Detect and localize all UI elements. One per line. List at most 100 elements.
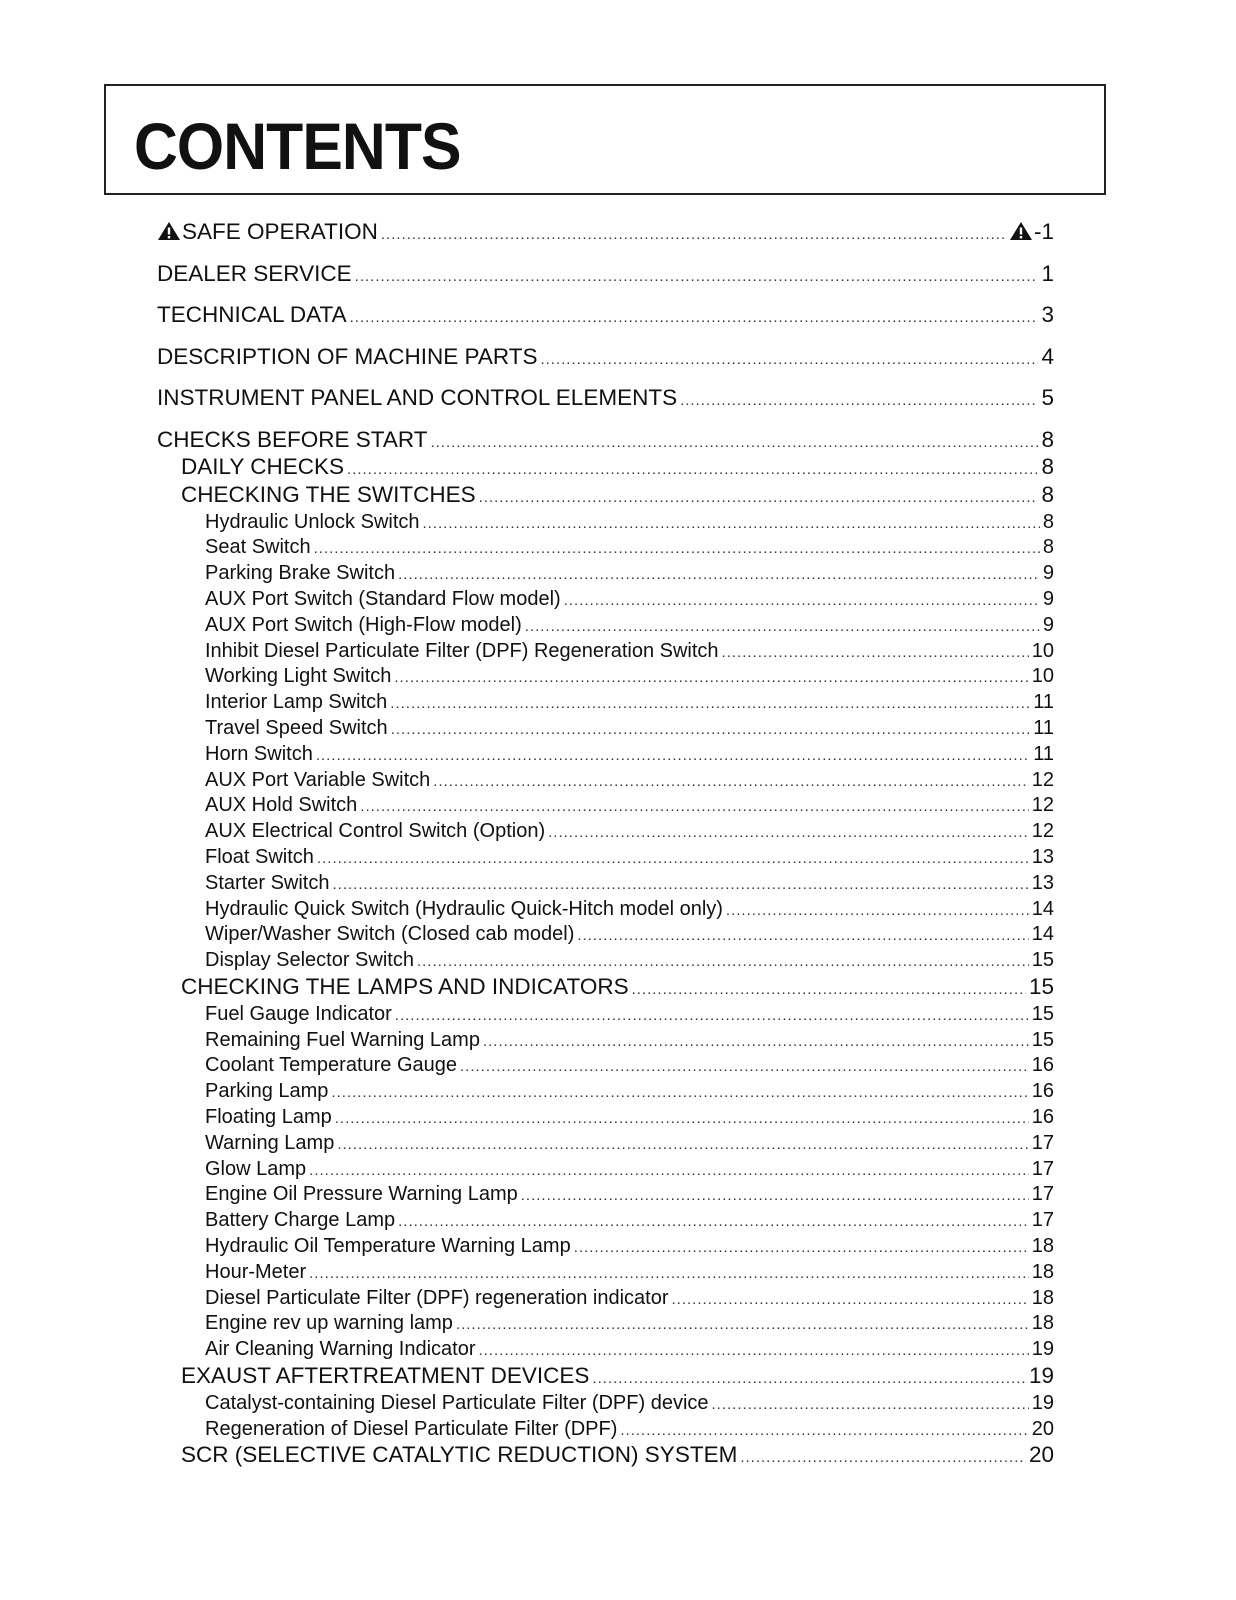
toc-page-number: 11 — [1033, 717, 1054, 739]
toc-entry[interactable]: AUX Port Switch (High-Flow model) 9 — [205, 610, 1054, 640]
toc-entry[interactable]: Coolant Temperature Gauge 16 — [205, 1050, 1054, 1080]
toc-entry[interactable]: Hour-Meter 18 — [205, 1257, 1054, 1287]
toc-entry[interactable]: Warning Lamp 17 — [205, 1128, 1054, 1158]
toc-entry[interactable]: DESCRIPTION OF MACHINE PARTS 4 — [157, 342, 1054, 372]
toc-entry-text: Hydraulic Oil Temperature Warning Lamp — [205, 1235, 571, 1257]
toc-entry[interactable]: Working Light Switch 10 — [205, 661, 1054, 691]
toc-entry-label: Coolant Temperature Gauge — [205, 1050, 457, 1080]
toc-entry[interactable]: Battery Charge Lamp 17 — [205, 1205, 1054, 1235]
toc-entry-text: Wiper/Washer Switch (Closed cab model) — [205, 923, 575, 946]
dot-leader — [381, 220, 1006, 250]
toc-entry[interactable]: Wiper/Washer Switch (Closed cab model) 14 — [205, 919, 1054, 949]
toc-entry[interactable]: AUX Port Variable Switch 12 — [205, 765, 1054, 795]
toc-entry-text: AUX Electrical Control Switch (Option) — [205, 820, 546, 843]
toc-entry-label: AUX Hold Switch — [205, 790, 357, 820]
toc-entry[interactable]: Engine Oil Pressure Warning Lamp 17 — [205, 1179, 1054, 1209]
toc-entry[interactable]: DAILY CHECKS 8 — [181, 452, 1054, 482]
toc-entry-label: Glow Lamp — [205, 1154, 306, 1184]
toc-page-number: 1 — [1041, 260, 1054, 286]
toc-entry[interactable]: Float Switch 13 — [205, 842, 1054, 872]
dot-leader — [740, 1443, 1026, 1473]
toc-page-number: 16 — [1031, 1106, 1054, 1128]
toc-entry-label: DAILY CHECKS — [181, 452, 344, 482]
toc-entry-text: Coolant Temperature Gauge — [205, 1054, 458, 1077]
toc-entry-text: Display Selector Switch — [205, 949, 414, 972]
toc-page-number: 12 — [1031, 768, 1054, 791]
title-box: CONTENTS — [104, 84, 1106, 195]
toc-entry[interactable]: DEALER SERVICE 1 — [157, 259, 1054, 289]
toc-entry-text: AUX Port Variable Switch — [205, 768, 431, 791]
toc-entry[interactable]: Regeneration of Diesel Particulate Filte… — [205, 1414, 1054, 1444]
toc-entry-label: TECHNICAL DATA — [157, 300, 347, 330]
toc-entry-text: Interior Lamp Switch — [205, 691, 388, 714]
dot-leader — [350, 303, 1039, 333]
toc-entry-label: AUX Port Switch (High-Flow model) — [205, 610, 522, 640]
toc-entry-label: Diesel Particulate Filter (DPF) regenera… — [205, 1283, 669, 1313]
toc-entry-text: Working Light Switch — [205, 665, 392, 688]
toc-entry-label: Parking Brake Switch — [205, 558, 395, 588]
toc-entry[interactable]: Floating Lamp 16 — [205, 1102, 1054, 1132]
toc-page-number: 19 — [1031, 1338, 1054, 1361]
toc-entry[interactable]: Inhibit Diesel Particulate Filter (DPF) … — [205, 636, 1054, 666]
toc-entry[interactable]: AUX Electrical Control Switch (Option) 12 — [205, 816, 1054, 846]
toc-entry[interactable]: Glow Lamp 17 — [205, 1154, 1054, 1184]
toc-entry-text: Engine rev up warning lamp — [205, 1312, 453, 1335]
toc-page-number: -1 — [1009, 217, 1054, 247]
toc-entry[interactable]: AUX Port Switch (Standard Flow model) 9 — [205, 584, 1054, 614]
toc-entry[interactable]: CHECKING THE SWITCHES 8 — [181, 480, 1054, 510]
toc-entry[interactable]: CHECKS BEFORE START 8 — [157, 425, 1054, 455]
toc-entry[interactable]: Engine rev up warning lamp 18 — [205, 1308, 1054, 1338]
toc-entry-label: SCR (SELECTIVE CATALYTIC REDUCTION) SYST… — [181, 1440, 737, 1470]
toc-page-number: 18 — [1031, 1312, 1054, 1335]
toc-entry[interactable]: TECHNICAL DATA 3 — [157, 300, 1054, 330]
toc-entry[interactable]: EXAUST AFTERTREATMENT DEVICES 19 — [181, 1361, 1054, 1391]
toc-entry-label: DEALER SERVICE — [157, 259, 352, 289]
toc-entry[interactable]: INSTRUMENT PANEL AND CONTROL ELEMENTS 5 — [157, 383, 1054, 413]
toc-entry-label: Display Selector Switch — [205, 945, 414, 975]
toc-entry[interactable]: Catalyst-containing Diesel Particulate F… — [205, 1388, 1054, 1418]
toc-entry[interactable]: Diesel Particulate Filter (DPF) regenera… — [205, 1283, 1054, 1313]
toc-entry[interactable]: Display Selector Switch 15 — [205, 945, 1054, 975]
toc-entry[interactable]: SAFE OPERATION -1 — [157, 217, 1054, 247]
toc-entry[interactable]: Fuel Gauge Indicator 15 — [205, 999, 1054, 1029]
toc-page-number: 12 — [1031, 820, 1054, 843]
toc-page-number: 8 — [1042, 510, 1054, 533]
toc-entry[interactable]: CHECKING THE LAMPS AND INDICATORS 15 — [181, 972, 1054, 1002]
toc-entry[interactable]: Travel Speed Switch 11 — [205, 713, 1054, 743]
toc-page-number: 13 — [1031, 846, 1054, 868]
toc-entry-label: Parking Lamp — [205, 1076, 328, 1106]
toc-entry-label: DESCRIPTION OF MACHINE PARTS — [157, 342, 537, 372]
toc-page-number: 19 — [1031, 1391, 1054, 1414]
toc-entry-label: EXAUST AFTERTREATMENT DEVICES — [181, 1361, 589, 1391]
toc-entry[interactable]: Hydraulic Unlock Switch 8 — [205, 507, 1054, 537]
toc-entry-label: Warning Lamp — [205, 1128, 334, 1158]
toc-entry[interactable]: SCR (SELECTIVE CATALYTIC REDUCTION) SYST… — [181, 1440, 1054, 1470]
toc-page-number: 11 — [1033, 691, 1054, 714]
toc-entry[interactable]: Air Cleaning Warning Indicator 19 — [205, 1334, 1054, 1364]
toc-entry-text: Parking Lamp — [205, 1080, 329, 1103]
toc-entry[interactable]: AUX Hold Switch 12 — [205, 790, 1054, 820]
toc-entry[interactable]: Parking Brake Switch 9 — [205, 558, 1054, 588]
toc-entry[interactable]: Starter Switch 13 — [205, 868, 1054, 898]
toc-entry[interactable]: Interior Lamp Switch 11 — [205, 687, 1054, 717]
toc-entry-label: Air Cleaning Warning Indicator — [205, 1334, 476, 1364]
toc-entry[interactable]: Parking Lamp 16 — [205, 1076, 1054, 1106]
toc-entry-text: Hydraulic Unlock Switch — [205, 510, 420, 533]
toc-entry[interactable]: Horn Switch 11 — [205, 739, 1054, 769]
toc-entry-text: Parking Brake Switch — [205, 562, 396, 585]
toc-entry-label: INSTRUMENT PANEL AND CONTROL ELEMENTS — [157, 383, 677, 413]
warning-triangle-icon — [157, 219, 182, 244]
toc-entry-label: Hour-Meter — [205, 1257, 306, 1287]
toc-entry-text: Hour-Meter — [205, 1260, 307, 1283]
toc-entry-text: INSTRUMENT PANEL AND CONTROL ELEMENTS — [157, 385, 678, 411]
toc-entry[interactable]: Hydraulic Quick Switch (Hydraulic Quick-… — [205, 894, 1054, 924]
toc-page-number: 9 — [1042, 562, 1054, 585]
toc-entry[interactable]: Hydraulic Oil Temperature Warning Lamp 18 — [205, 1231, 1054, 1261]
toc-page-number: 14 — [1031, 923, 1054, 946]
toc-entry[interactable]: Seat Switch 8 — [205, 532, 1054, 562]
toc-entry-text: Regeneration of Diesel Particulate Filte… — [205, 1417, 618, 1440]
toc-entry-text: EXAUST AFTERTREATMENT DEVICES — [181, 1363, 590, 1388]
toc-entry[interactable]: Remaining Fuel Warning Lamp 15 — [205, 1025, 1054, 1055]
toc-entry-text: CHECKS BEFORE START — [157, 427, 428, 452]
toc-page-number: 16 — [1031, 1054, 1054, 1077]
